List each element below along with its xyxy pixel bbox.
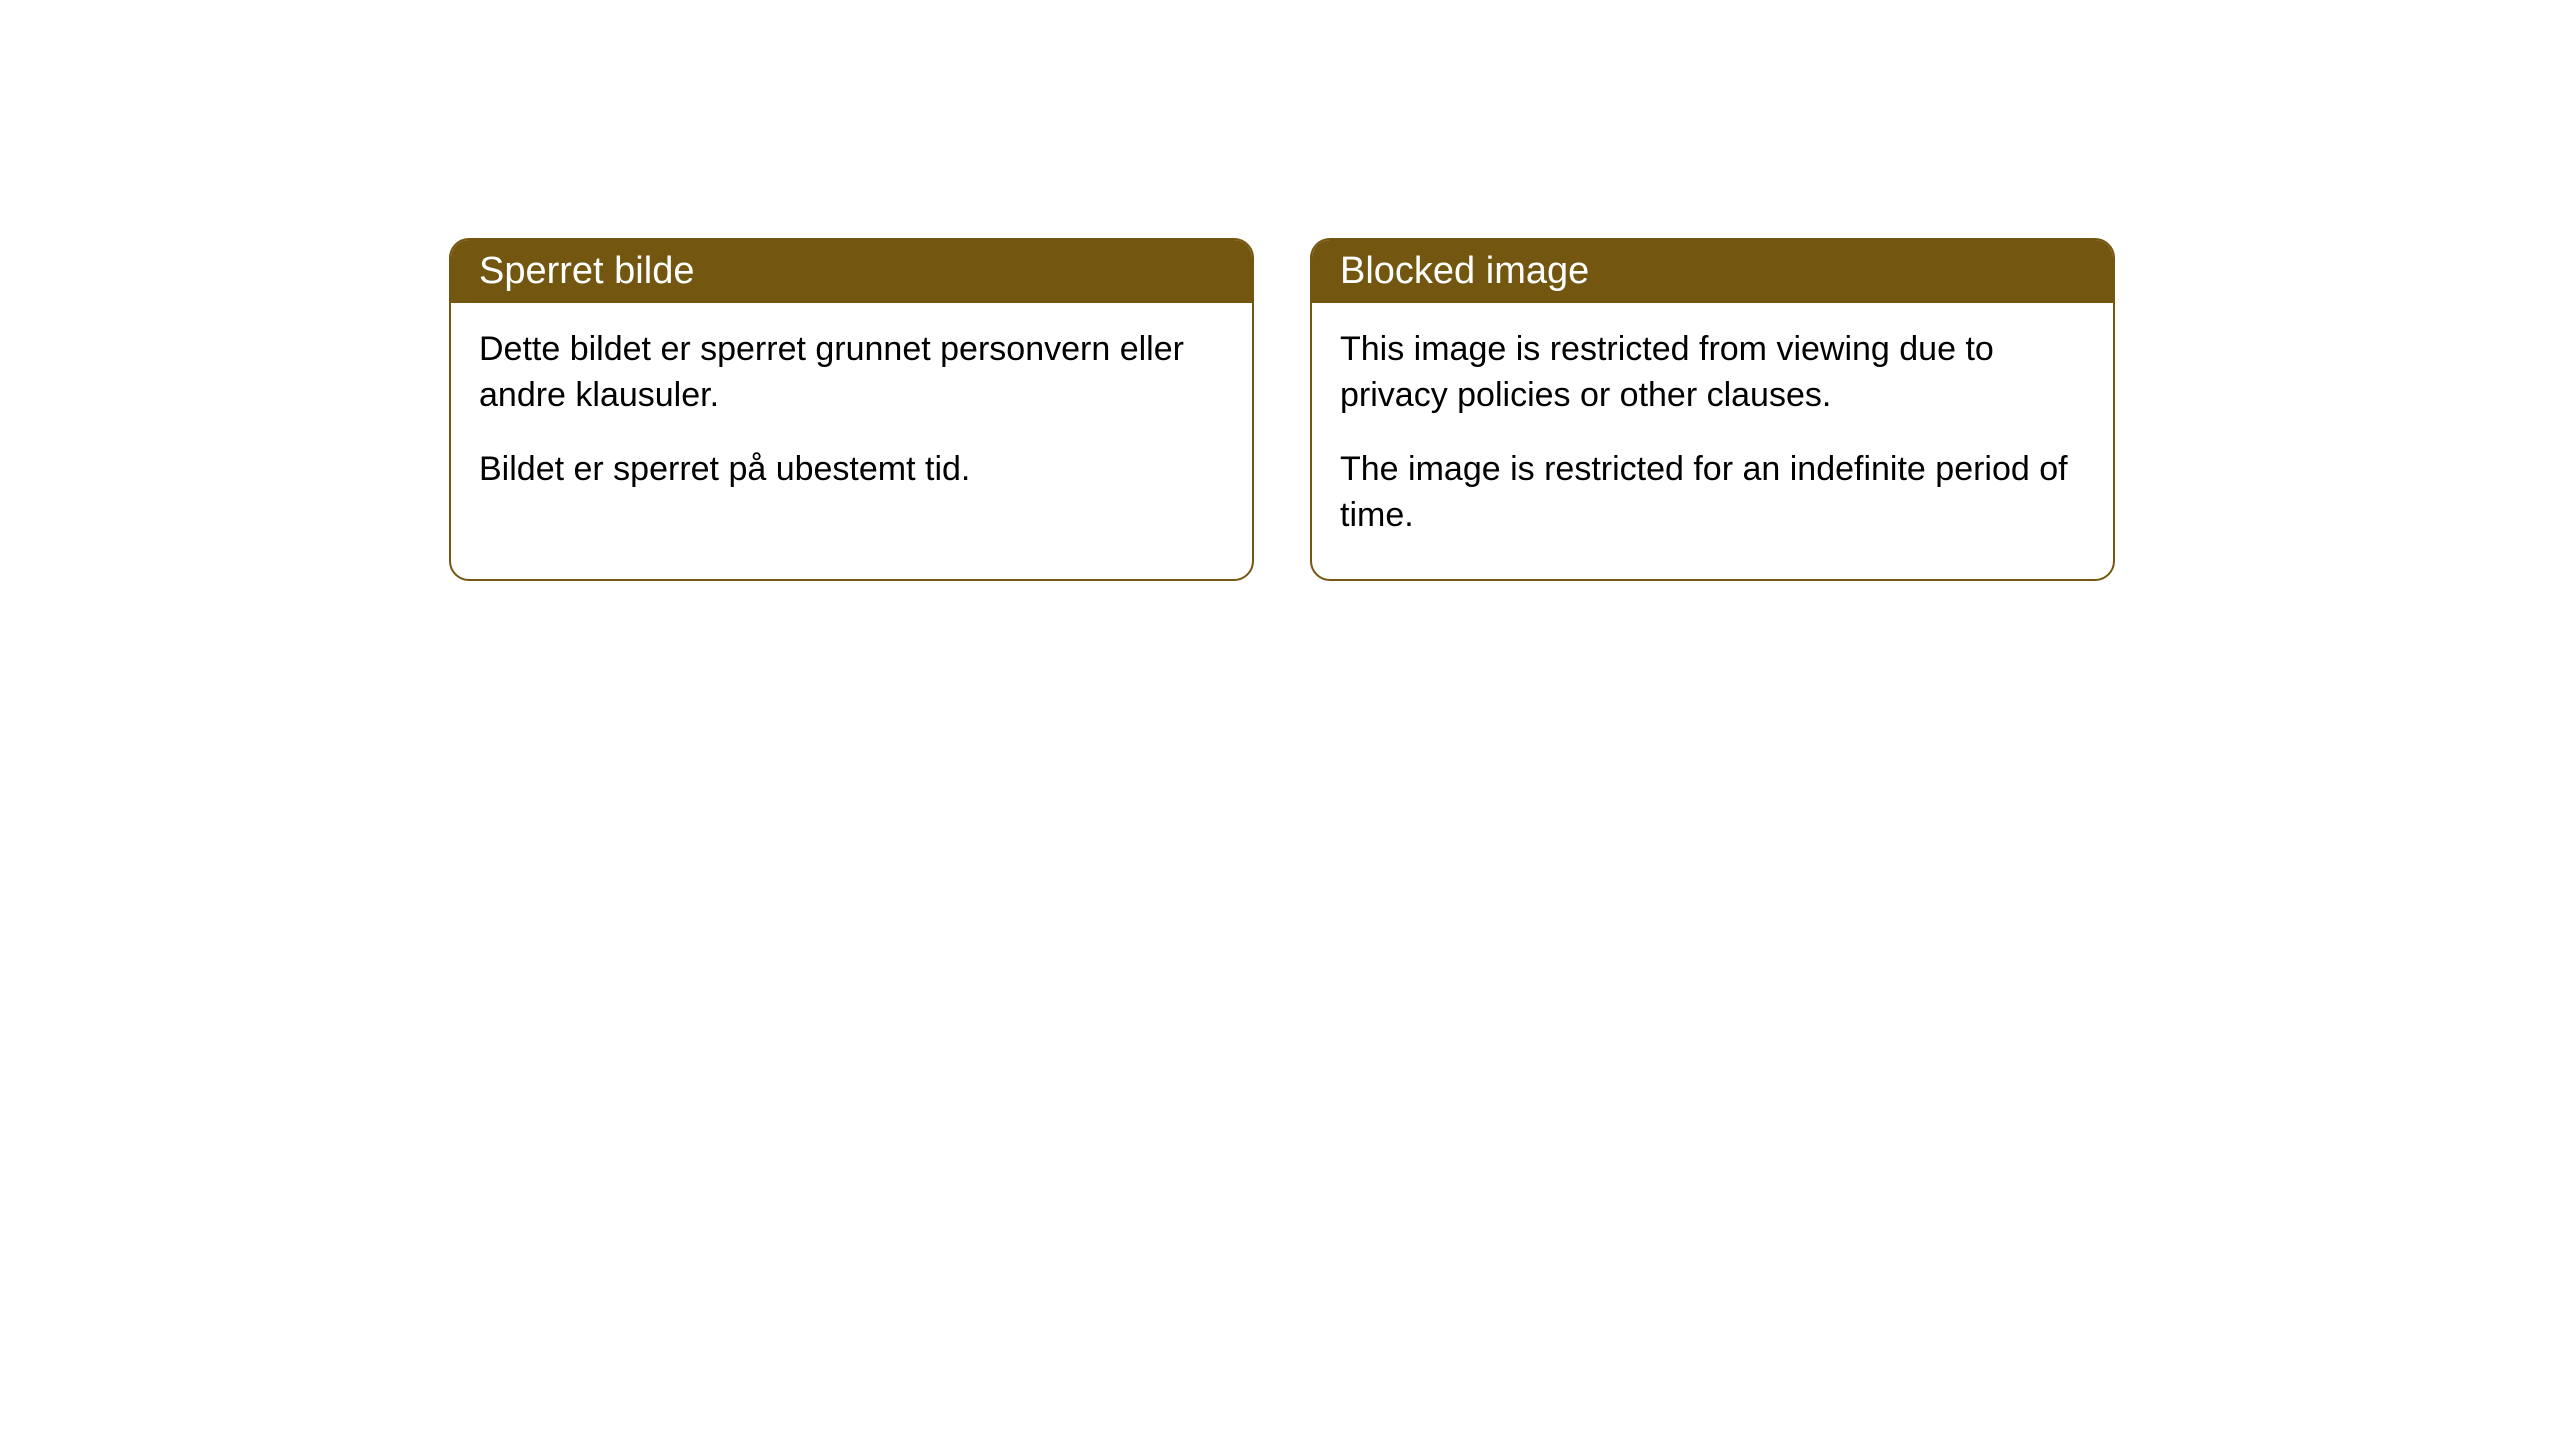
card-header-no: Sperret bilde (451, 240, 1252, 303)
card-paragraph2-no: Bildet er sperret på ubestemt tid. (479, 447, 1224, 493)
card-paragraph1-en: This image is restricted from viewing du… (1340, 327, 2085, 419)
card-paragraph1-no: Dette bildet er sperret grunnet personve… (479, 327, 1224, 419)
card-title-no: Sperret bilde (479, 250, 694, 292)
card-container: Sperret bilde Dette bildet er sperret gr… (0, 0, 2560, 581)
blocked-image-card-en: Blocked image This image is restricted f… (1310, 238, 2115, 581)
card-body-en: This image is restricted from viewing du… (1312, 303, 2113, 579)
card-paragraph2-en: The image is restricted for an indefinit… (1340, 447, 2085, 539)
card-header-en: Blocked image (1312, 240, 2113, 303)
card-title-en: Blocked image (1340, 250, 1589, 292)
blocked-image-card-no: Sperret bilde Dette bildet er sperret gr… (449, 238, 1254, 581)
card-body-no: Dette bildet er sperret grunnet personve… (451, 303, 1252, 533)
